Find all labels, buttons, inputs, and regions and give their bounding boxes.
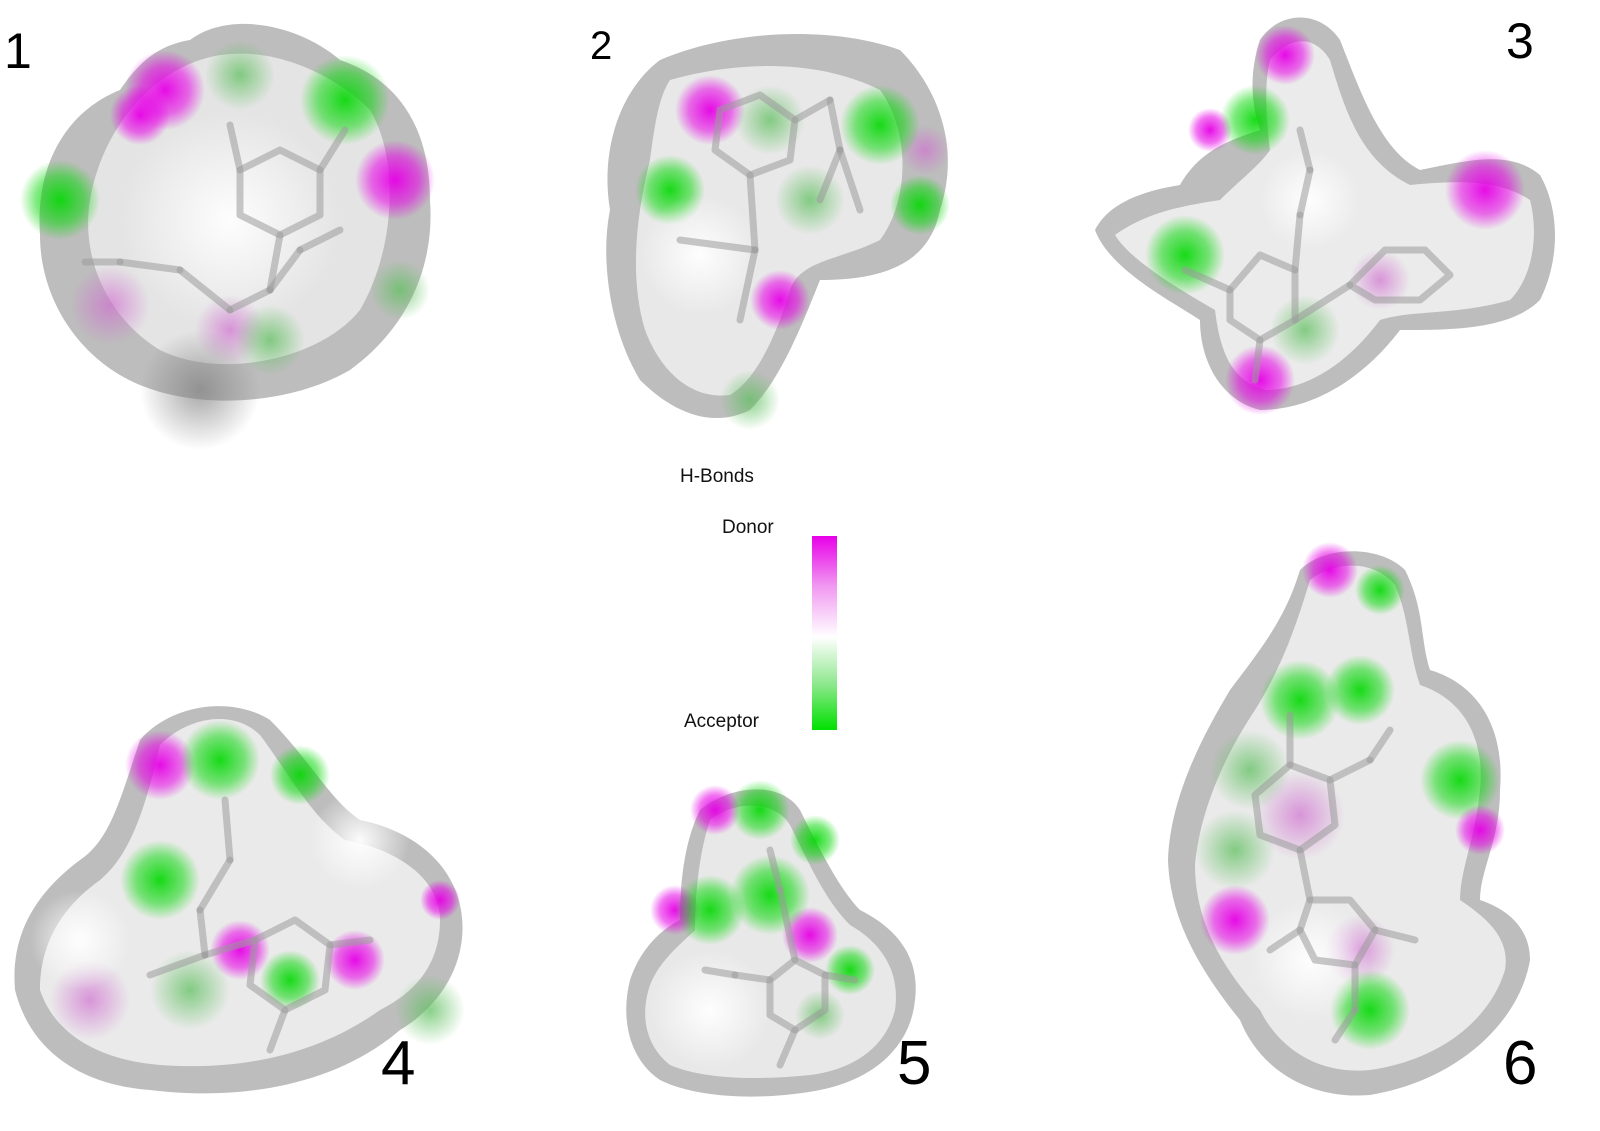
legend-acceptor-label: Acceptor — [684, 711, 759, 732]
surface-panel-3 — [1090, 0, 1600, 430]
legend-donor-label: Donor — [722, 517, 774, 538]
legend-color-bar — [812, 536, 837, 730]
surface-panel-6 — [1160, 540, 1600, 1131]
panel-label-4: 4 — [381, 1029, 416, 1098]
surface-panel-1 — [0, 0, 560, 450]
molecular-surface-5 — [626, 780, 916, 1097]
molecular-surface-3 — [1095, 17, 1555, 415]
surface-panel-2 — [560, 0, 1000, 440]
molecular-surface-4 — [14, 706, 465, 1094]
surface-panel-5 — [620, 780, 960, 1131]
panel-label-3: 3 — [1506, 13, 1534, 69]
panel-label-5: 5 — [897, 1029, 932, 1098]
molecular-surface-2 — [606, 33, 950, 430]
surface-panel-4 — [0, 690, 480, 1131]
panel-label-6: 6 — [1503, 1029, 1538, 1098]
panel-label-1: 1 — [4, 23, 32, 79]
panel-label-2: 2 — [590, 24, 613, 68]
molecular-surface-6 — [1168, 542, 1530, 1096]
legend-title: H-Bonds — [680, 466, 754, 487]
molecular-surface-1 — [20, 23, 435, 450]
